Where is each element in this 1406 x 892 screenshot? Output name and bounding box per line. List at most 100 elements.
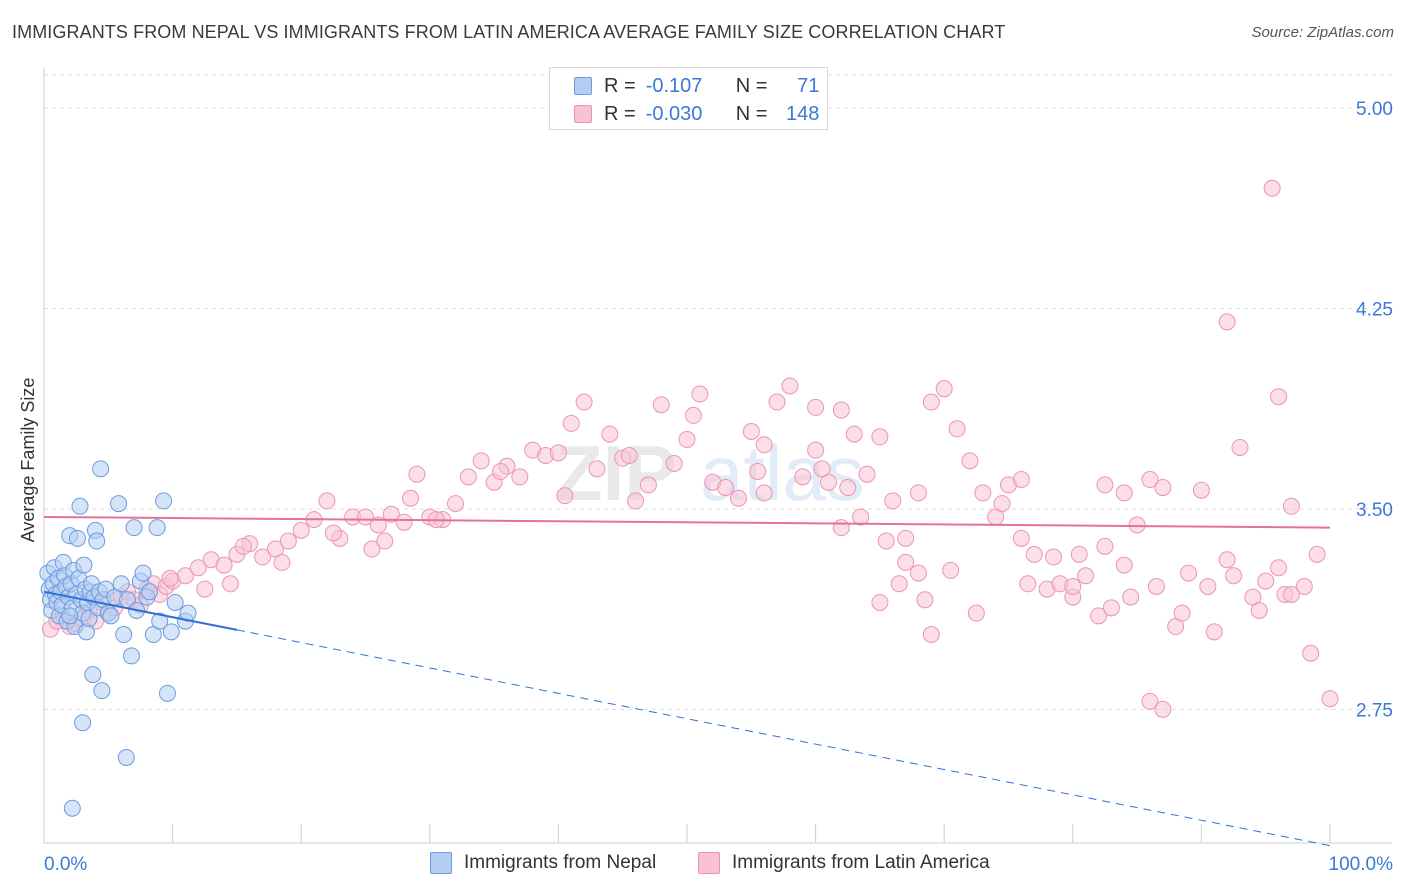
- nepal-point: [88, 532, 106, 550]
- nepal-point: [102, 607, 120, 625]
- latam-point: [832, 401, 850, 419]
- latam-point: [852, 508, 870, 526]
- latam-legend-icon: [698, 852, 720, 874]
- nepal-point: [155, 492, 173, 510]
- nepal-point: [61, 607, 79, 625]
- latam-point: [916, 591, 934, 609]
- latam-point: [813, 460, 831, 478]
- latam-point: [1173, 604, 1191, 622]
- latam-point: [691, 385, 709, 403]
- nepal-point: [140, 583, 158, 601]
- latam-point: [729, 489, 747, 507]
- nepal-point: [68, 529, 86, 547]
- latam-point: [832, 519, 850, 537]
- latam-point: [492, 463, 510, 481]
- latam-point: [922, 626, 940, 644]
- latam-point: [196, 580, 214, 598]
- latam-point: [215, 556, 233, 574]
- latam-point: [1147, 577, 1165, 595]
- latam-point: [161, 569, 179, 587]
- latam-point: [588, 460, 606, 478]
- watermark-atlas: atlas: [700, 429, 865, 517]
- latam-point: [459, 468, 477, 486]
- latam-point: [845, 425, 863, 443]
- latam-point: [279, 532, 297, 550]
- latam-point: [948, 420, 966, 438]
- latam-point: [652, 396, 670, 414]
- nepal-point: [151, 612, 169, 630]
- correlation-legend: R = -0.107 N = 71 R = -0.030 N = 148: [549, 67, 828, 130]
- latam-point: [369, 516, 387, 534]
- nepal-n-value: 71: [797, 74, 820, 97]
- latam-point: [909, 484, 927, 502]
- latam-point: [897, 529, 915, 547]
- latam-point: [273, 553, 291, 571]
- latam-point: [254, 548, 272, 566]
- latam-point: [1282, 497, 1300, 515]
- latam-point: [1128, 516, 1146, 534]
- x-tick-label-min: 0.0%: [44, 854, 87, 875]
- latam-point: [742, 422, 760, 440]
- latam-point: [221, 575, 239, 593]
- latam-legend-label: Immigrants from Latin America: [732, 852, 990, 873]
- latam-point: [395, 513, 413, 531]
- latam-point: [472, 452, 490, 470]
- latam-point: [1045, 548, 1063, 566]
- latam-point: [807, 398, 825, 416]
- y-tick-label: 4.25: [1356, 300, 1393, 321]
- latam-point: [1180, 564, 1198, 582]
- nepal-swatch-icon: [574, 77, 592, 95]
- latam-point: [974, 484, 992, 502]
- latam-point: [363, 540, 381, 558]
- y-tick-label: 3.50: [1356, 500, 1393, 521]
- y-tick-label: 2.75: [1356, 700, 1393, 721]
- latam-point: [1019, 575, 1037, 593]
- latam-point: [1218, 551, 1236, 569]
- bottom-legend-nepal: Immigrants from Nepal: [430, 852, 656, 874]
- latam-point: [639, 476, 657, 494]
- nepal-point: [117, 748, 135, 766]
- bottom-legend-latam: Immigrants from Latin America: [698, 852, 990, 874]
- latam-point: [318, 492, 336, 510]
- watermark-zip: ZIP: [555, 429, 676, 517]
- latam-point: [935, 380, 953, 398]
- latam-point: [1102, 599, 1120, 617]
- latam-point: [1263, 179, 1281, 197]
- nepal-r-label: R =: [604, 74, 636, 97]
- nepal-point: [166, 593, 184, 611]
- latam-point: [884, 492, 902, 510]
- latam-point: [942, 561, 960, 579]
- latam-point: [376, 532, 394, 550]
- latam-point: [839, 479, 857, 497]
- latam-point: [755, 484, 773, 502]
- latam-point: [807, 441, 825, 459]
- latam-point: [1205, 623, 1223, 641]
- latam-point: [1115, 556, 1133, 574]
- latam-point: [189, 559, 207, 577]
- latam-point: [755, 436, 773, 454]
- latam-point: [1270, 559, 1288, 577]
- y-tick-label: 5.00: [1356, 99, 1393, 120]
- nepal-r-value: -0.107: [645, 74, 703, 97]
- latam-point: [794, 468, 812, 486]
- nepal-point: [110, 495, 128, 513]
- latam-point: [1282, 585, 1300, 603]
- latam-point: [1199, 577, 1217, 595]
- latam-point: [1308, 545, 1326, 563]
- nepal-point: [75, 556, 93, 574]
- latam-point: [1231, 438, 1249, 456]
- nepal-point: [84, 666, 102, 684]
- latam-point: [1154, 700, 1172, 718]
- latam-point: [357, 508, 374, 526]
- nepal-point: [162, 623, 180, 641]
- latam-point: [1218, 313, 1236, 331]
- latam-point: [897, 553, 915, 571]
- latam-swatch-icon: [574, 105, 592, 123]
- latam-point: [768, 393, 786, 411]
- latam-point: [1295, 577, 1313, 595]
- latam-point: [1025, 545, 1043, 563]
- nepal-point: [158, 684, 176, 702]
- latam-point: [967, 604, 985, 622]
- latam-point: [1090, 607, 1108, 625]
